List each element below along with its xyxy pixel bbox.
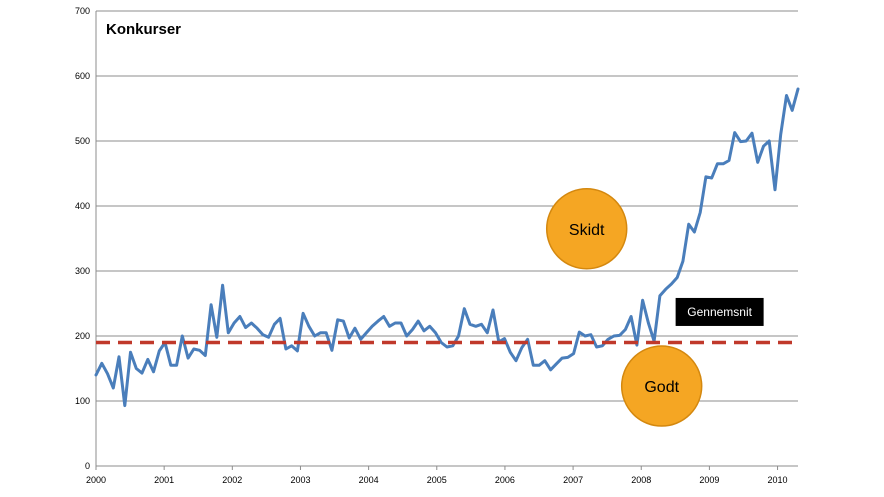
series-group [94,87,800,408]
series-line [94,87,800,408]
y-tick-label: 0 [85,461,90,471]
x-tick-label: 2007 [563,475,583,485]
y-tick-label: 300 [75,266,90,276]
x-tick-label: 2008 [631,475,651,485]
x-tick-label: 2004 [359,475,379,485]
x-axis-ticks: 2000 2001 2002 2003 2004 2005 2006 2007 2008 2009… [86,466,788,485]
y-tick-label: 500 [75,136,90,146]
y-tick-label: 600 [75,71,90,81]
godt-label: Godt [644,379,679,396]
x-tick-label: 2001 [154,475,174,485]
gridlines [96,10,798,402]
x-tick-label: 2000 [86,475,106,485]
y-tick-label: 100 [75,396,90,406]
x-tick-label: 2005 [427,475,447,485]
gennemsnit-label: Gennemsnit [687,305,752,319]
x-tick-label: 2002 [222,475,242,485]
godt-bubble [620,345,703,427]
y-tick-label: 400 [75,201,90,211]
y-tick-label: 700 [75,6,90,16]
skidt-bubble [545,188,628,270]
y-axis-ticks: 0 100 200 300 400 500 600 700 [75,6,90,471]
x-tick-label: 2006 [495,475,515,485]
x-tick-label: 2009 [699,475,719,485]
chart-title: Konkurser [106,21,181,38]
gennemsnit-box [675,297,764,326]
y-tick-label: 200 [75,331,90,341]
annotations-group: Skidt Godt Gennemsnit [545,188,764,427]
skidt-label: Skidt [569,222,605,239]
x-tick-label: 2010 [768,475,788,485]
x-tick-label: 2003 [290,475,310,485]
